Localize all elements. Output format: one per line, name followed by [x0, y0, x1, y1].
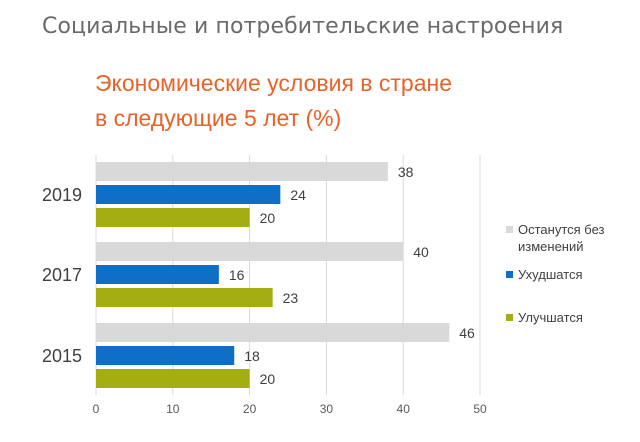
bar-2015-2	[96, 369, 250, 388]
axis-labels: 0 10 20 30 40 50 2019 2017 2015	[42, 185, 487, 416]
x-tick-label: 30	[320, 402, 334, 416]
legend-swatch-worse	[506, 271, 513, 278]
bar-2017-1	[96, 265, 219, 284]
data-label: 23	[283, 290, 299, 306]
data-label: 16	[229, 267, 245, 283]
chart-title-line-1: Экономические условия в стране	[95, 70, 453, 96]
legend-swatch-better	[506, 314, 513, 321]
chart-title-line-2: в следующие 5 лет (%)	[95, 105, 342, 131]
legend-swatch-unchanged	[506, 226, 513, 233]
data-label: 18	[244, 348, 260, 364]
data-label: 38	[398, 164, 414, 180]
x-tick-label: 50	[473, 402, 487, 416]
bar-2017-2	[96, 288, 273, 307]
x-tick-label: 10	[166, 402, 180, 416]
x-tick-label: 0	[93, 402, 100, 416]
legend-label-worse: Ухудшатся	[518, 267, 583, 282]
legend-label-unchanged: Останутся без изменений	[518, 222, 605, 254]
data-label: 20	[260, 371, 276, 387]
x-tick-label: 20	[243, 402, 257, 416]
chart-title: Экономические условия в стране в следующ…	[95, 66, 452, 136]
y-category-label: 2019	[42, 185, 82, 205]
data-label: 46	[459, 325, 475, 341]
bar-2019-0	[96, 162, 388, 181]
data-label: 20	[260, 210, 276, 226]
legend-label-better: Улучшатся	[518, 310, 583, 325]
x-tick-label: 40	[397, 402, 411, 416]
bar-2019-2	[96, 208, 250, 227]
page-title: Социальные и потребительские настроения	[42, 14, 564, 39]
data-label: 24	[290, 187, 306, 203]
data-label: 40	[413, 244, 429, 260]
bar-2015-1	[96, 346, 235, 365]
y-category-label: 2015	[42, 346, 82, 366]
bar-2019-1	[96, 185, 281, 204]
bar-2017-0	[96, 242, 404, 261]
bar-2015-0	[96, 323, 450, 342]
bars	[96, 162, 450, 388]
y-category-label: 2017	[42, 265, 82, 285]
